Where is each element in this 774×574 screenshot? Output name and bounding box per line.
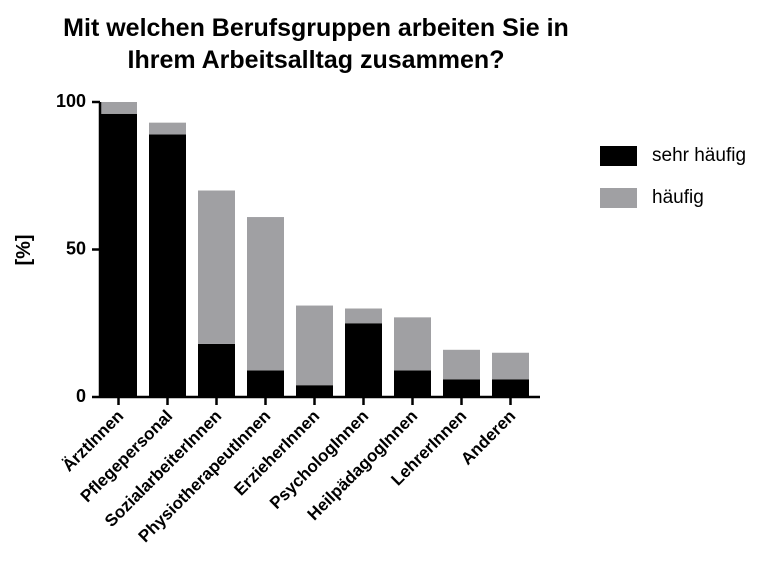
- chart-title: Ihrem Arbeitsalltag zusammen?: [128, 46, 505, 74]
- bar-segment: [345, 308, 382, 324]
- legend-swatch: [600, 188, 637, 208]
- bar-segment: [100, 113, 137, 398]
- bar-segment: [149, 134, 186, 397]
- bar-segment: [247, 370, 284, 397]
- bar-segment: [247, 217, 284, 371]
- y-axis-label: [%]: [13, 234, 35, 265]
- bar-segment: [492, 352, 529, 380]
- y-tick-label: 100: [56, 91, 86, 111]
- bar-segment: [198, 190, 235, 344]
- bar-segment: [100, 102, 137, 114]
- legend-label: häufig: [652, 187, 704, 208]
- bar-segment: [345, 323, 382, 397]
- bar-segment: [394, 317, 431, 371]
- x-tick-label: ErzieherInnen: [230, 406, 323, 499]
- legend-label: sehr häufig: [652, 145, 746, 166]
- bar-segment: [443, 349, 480, 380]
- y-tick-label: 0: [76, 386, 86, 406]
- bar-segment: [492, 379, 529, 397]
- chart-title: Mit welchen Berufsgruppen arbeiten Sie i…: [63, 14, 569, 42]
- legend-swatch: [600, 146, 637, 166]
- bar-segment: [296, 385, 333, 397]
- bar-segment: [296, 305, 333, 386]
- bar-segment: [149, 122, 186, 135]
- x-tick-label: Anderen: [457, 406, 519, 468]
- y-tick-label: 50: [66, 238, 86, 258]
- bar-segment: [394, 370, 431, 397]
- bar-segment: [198, 343, 235, 397]
- bar-segment: [443, 379, 480, 397]
